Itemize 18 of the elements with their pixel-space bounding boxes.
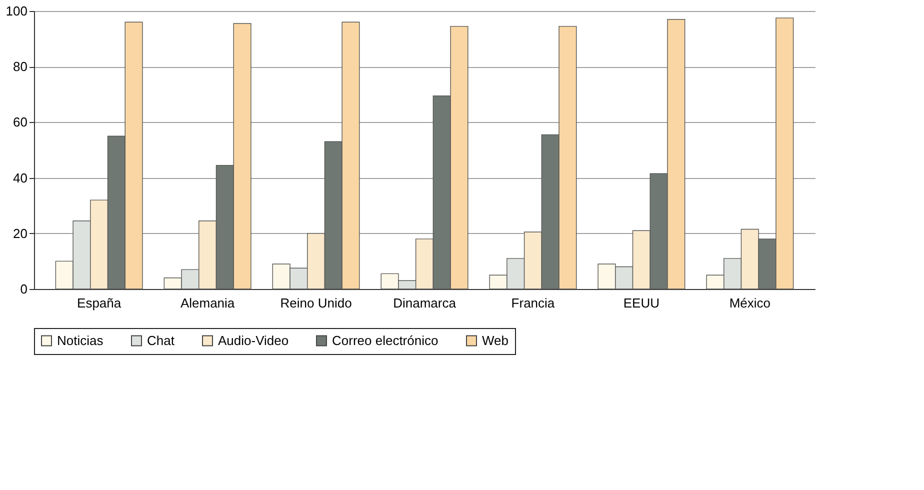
y-tick-label: 0 — [20, 282, 28, 296]
y-tick-label: 20 — [13, 226, 28, 241]
legend-label: Chat — [147, 332, 175, 348]
y-tick-label: 80 — [13, 59, 28, 74]
x-tick-label: Alemania — [180, 296, 236, 310]
x-tick-label: Francia — [511, 296, 556, 310]
legend-label: Web — [482, 332, 508, 348]
legend-label: Correo electrónico — [332, 332, 438, 348]
x-tick-label: Dinamarca — [393, 296, 457, 310]
x-tick-label: España — [77, 296, 122, 310]
legend-label: Audio-Video — [218, 332, 289, 348]
x-tick-label: Reino Unido — [280, 296, 352, 310]
legend-label: Noticias — [57, 332, 104, 348]
y-tick-label: 40 — [13, 170, 28, 186]
x-tick-label: México — [729, 296, 771, 310]
y-tick-label: 60 — [13, 114, 28, 130]
y-tick-label: 100 — [6, 4, 28, 18]
x-tick-label: EEUU — [623, 296, 660, 310]
